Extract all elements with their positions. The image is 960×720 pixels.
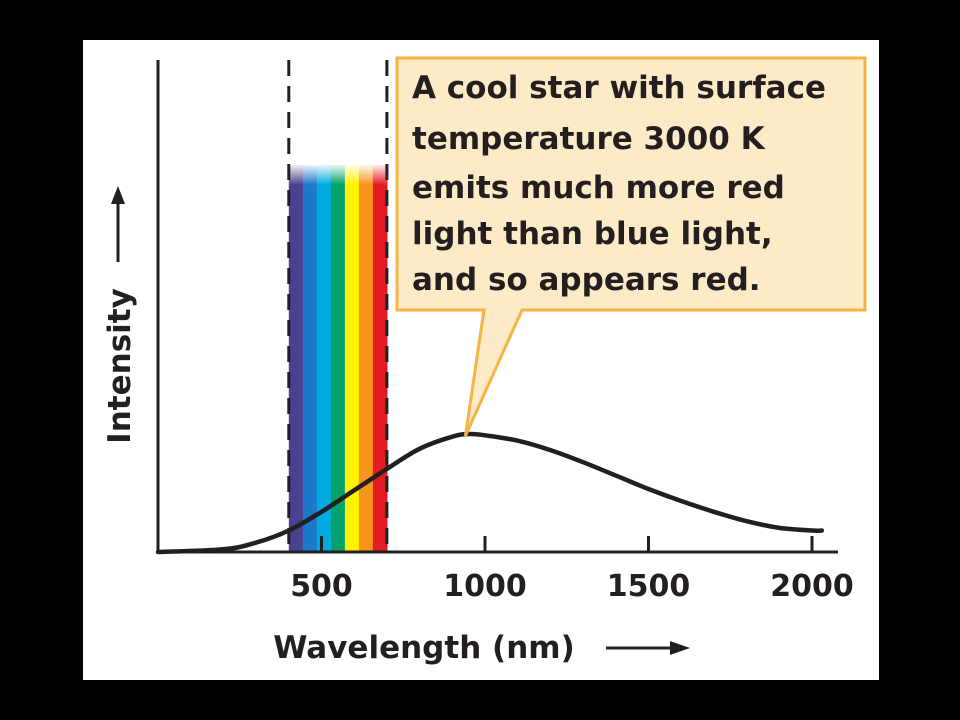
x-axis-title: Wavelength (nm) [273, 630, 690, 666]
spectrum-fade [288, 163, 387, 185]
spectrum-stripe [344, 165, 360, 552]
callout-line-2: temperature 3000 K [412, 121, 766, 157]
spectrum-stripe [302, 165, 318, 552]
intensity-curve [155, 431, 825, 555]
y-axis-label: Intensity [102, 288, 138, 444]
x-tick-label: 500 [290, 569, 353, 604]
callout-line-5: and so appears red. [412, 262, 761, 298]
callout-box [395, 56, 867, 437]
x-tick-label: 1500 [607, 569, 691, 604]
spectrum-stripe [316, 165, 332, 552]
y-axis-title: Intensity [102, 186, 138, 444]
callout-line-1: A cool star with surface [412, 70, 826, 106]
spectrum-stripe [288, 165, 304, 552]
x-axis-arrow-icon [670, 641, 690, 655]
visible-spectrum-band [288, 165, 388, 552]
callout-line-3: emits much more red [412, 170, 785, 206]
x-tick-label: 1000 [443, 569, 527, 604]
spectrum-stripe [372, 165, 388, 552]
spectrum-stripe [358, 165, 374, 552]
callout-text: A cool star with surface temperature 300… [412, 70, 837, 298]
x-axis-label: Wavelength (nm) [273, 630, 575, 666]
y-axis-arrow-icon [111, 186, 125, 204]
callout-line-4: light than blue light, [412, 216, 773, 252]
x-ticks: 500 1000 1500 2000 [290, 536, 854, 604]
x-tick-label: 2000 [770, 569, 854, 604]
spectrum-stripe [330, 165, 346, 552]
